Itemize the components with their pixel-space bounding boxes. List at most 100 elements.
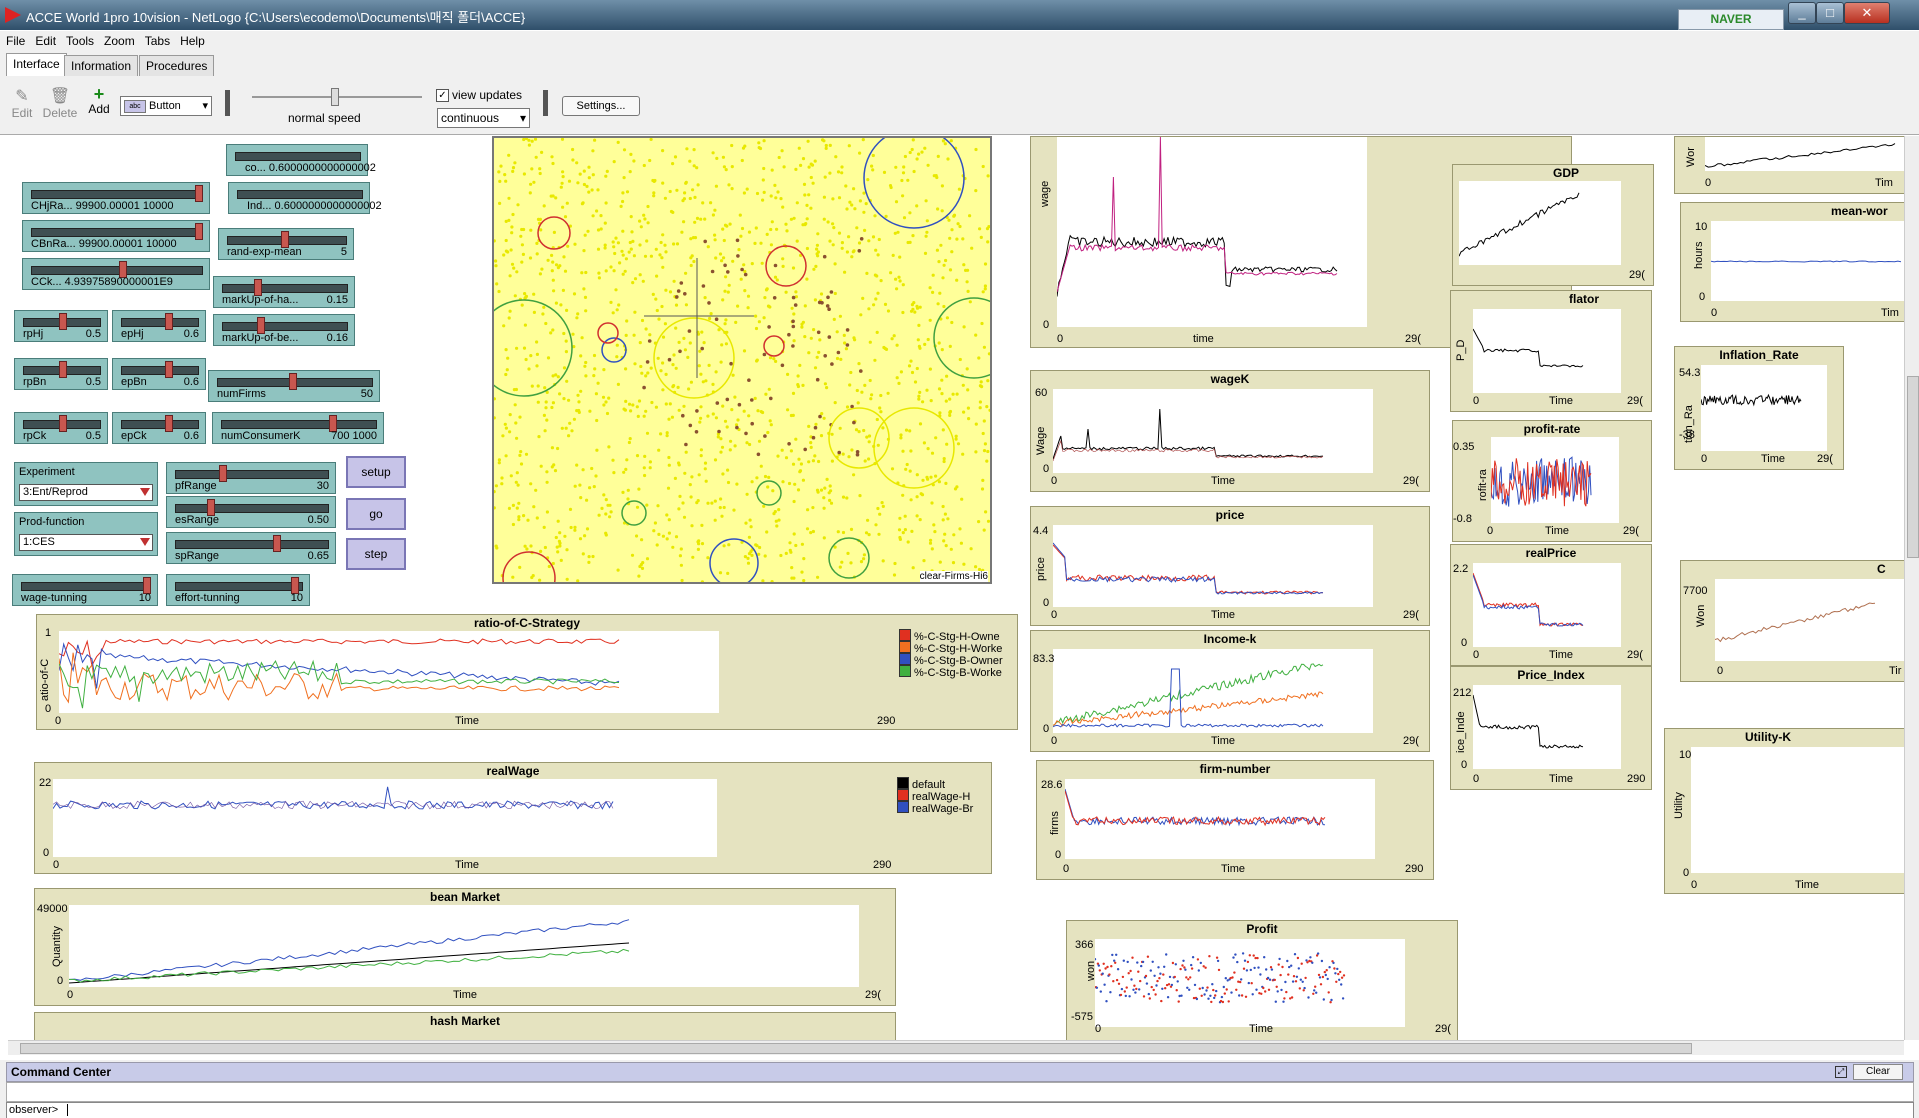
turtle-agent — [836, 330, 839, 333]
scatter-point — [1164, 987, 1166, 989]
menu-help[interactable]: Help — [174, 31, 209, 48]
slider-epck[interactable]: epCk 0.6 — [112, 412, 206, 444]
slider-epbn[interactable]: epBn 0.6 — [112, 358, 206, 390]
turtle-agent — [802, 579, 805, 582]
turtle-agent — [919, 422, 922, 425]
slider-markup-ha[interactable]: markUp-of-ha... 0.15 — [213, 276, 355, 308]
turtle-agent — [627, 489, 630, 492]
turtle-agent — [863, 229, 866, 232]
scatter-point — [1217, 960, 1219, 962]
turtle-agent — [744, 432, 748, 436]
delete-tool[interactable]: 🗑 Delete — [40, 86, 80, 120]
slider-cbnra[interactable]: CBnRa... 99900.00001 10000 — [22, 220, 210, 252]
command-input-row[interactable]: observer> — [6, 1102, 1914, 1118]
slider-rand-exp-mean[interactable]: rand-exp-mean 5 — [218, 228, 354, 260]
menu-zoom[interactable]: Zoom — [98, 31, 139, 48]
minimize-button[interactable]: _ — [1788, 2, 1816, 24]
slider-sprange[interactable]: spRange 0.65 — [166, 532, 336, 564]
step-button[interactable]: step — [346, 538, 406, 570]
turtle-agent — [570, 429, 573, 432]
turtle-agent — [869, 397, 872, 400]
slider-wage-tunning[interactable]: wage-tunning 10 — [12, 574, 158, 606]
menu-tools[interactable]: Tools — [60, 31, 98, 48]
dropdown-arrow-icon — [140, 488, 150, 496]
turtle-agent — [703, 240, 707, 244]
turtle-agent — [720, 515, 723, 518]
slider-effort-tunning[interactable]: effort-tunning 10 — [166, 574, 310, 606]
clear-button[interactable]: Clear — [1853, 1064, 1903, 1080]
edit-tool[interactable]: ✎ Edit — [10, 86, 34, 120]
scatter-point — [1140, 965, 1142, 967]
slider-rpbn[interactable]: rpBn 0.5 — [14, 358, 108, 390]
turtle-agent — [530, 576, 533, 579]
turtle-agent — [988, 352, 990, 355]
vertical-scrollbar[interactable] — [1904, 136, 1919, 1040]
turtle-agent — [801, 384, 804, 387]
turtle-agent — [867, 239, 870, 242]
turtle-agent — [640, 372, 643, 375]
scatter-point — [1276, 986, 1278, 988]
tab-interface[interactable]: Interface — [6, 53, 67, 77]
turtle-agent — [731, 260, 734, 263]
naver-search-box[interactable]: NAVER — [1678, 9, 1784, 30]
slider-markup-be[interactable]: markUp-of-be... 0.16 — [213, 314, 355, 346]
update-mode-select[interactable]: continuous ▾ — [437, 108, 530, 128]
turtle-agent — [942, 505, 945, 508]
command-input[interactable] — [67, 1104, 68, 1116]
slider-esrange[interactable]: esRange 0.50 — [166, 496, 336, 528]
close-button[interactable]: ✕ — [1844, 2, 1890, 24]
turtle-agent — [515, 481, 518, 484]
go-button[interactable]: go — [346, 498, 406, 530]
scatter-point — [1186, 987, 1188, 989]
turtle-agent — [935, 176, 938, 179]
slider-cck[interactable]: CCk... 4.93975890000001E9 — [22, 258, 210, 290]
turtle-agent — [882, 346, 885, 349]
slider-chjra[interactable]: CHjRa... 99900.00001 10000 — [22, 182, 210, 214]
slider-ind[interactable]: Ind... 0.6000000000000002 — [228, 182, 370, 214]
slider-rpck[interactable]: rpCk 0.5 — [14, 412, 108, 444]
turtle-agent — [494, 506, 496, 509]
observer-prompt[interactable]: observer> — [9, 1104, 58, 1116]
scrollbar-thumb[interactable] — [20, 1043, 1692, 1054]
slider-pfrange[interactable]: pfRange 30 — [166, 462, 336, 494]
turtle-agent — [929, 368, 932, 371]
slider-numfirms[interactable]: numFirms 50 — [208, 370, 380, 402]
speed-slider-knob[interactable] — [331, 88, 339, 106]
add-tool[interactable]: + Add — [86, 86, 112, 116]
world-view[interactable]: clear-Firms-Hi6 — [492, 136, 992, 584]
scatter-point — [1169, 976, 1171, 978]
scrollbar-thumb[interactable] — [1907, 376, 1919, 558]
widget-type-select[interactable]: abc Button ▾ — [120, 96, 212, 116]
slider-numconsumerk[interactable]: numConsumerK 700 1000 — [212, 412, 384, 444]
tab-information[interactable]: Information — [64, 55, 138, 76]
turtle-agent — [786, 408, 789, 411]
tab-procedures[interactable]: Procedures — [139, 55, 214, 76]
experiment-chooser[interactable]: Experiment 3:Ent/Reprod — [14, 462, 158, 506]
scatter-point — [1249, 954, 1251, 956]
slider-ephj[interactable]: epHj 0.6 — [112, 310, 206, 342]
menu-file[interactable]: File — [0, 31, 29, 48]
turtle-agent — [614, 237, 617, 240]
horizontal-scrollbar[interactable] — [8, 1040, 1904, 1055]
menu-edit[interactable]: Edit — [29, 31, 60, 48]
setup-button[interactable]: setup — [346, 456, 406, 488]
prod-function-chooser[interactable]: Prod-function 1:CES — [14, 512, 158, 556]
turtle-agent — [739, 235, 742, 238]
settings-button[interactable]: Settings... — [562, 96, 640, 116]
view-updates-checkbox[interactable]: ✓ — [436, 89, 449, 102]
turtle-agent — [611, 459, 614, 462]
scatter-point — [1294, 953, 1296, 955]
menu-tabs[interactable]: Tabs — [139, 31, 174, 48]
turtle-agent — [940, 392, 943, 395]
turtle-agent — [716, 401, 720, 405]
slider-rphj[interactable]: rpHj 0.5 — [14, 310, 108, 342]
turtle-agent — [892, 254, 895, 257]
turtle-agent — [671, 416, 674, 419]
slider-co[interactable]: co... 0.6000000000000002 — [226, 144, 368, 176]
turtle-agent — [939, 561, 942, 564]
scatter-point — [1175, 963, 1177, 965]
maximize-button[interactable]: □ — [1816, 2, 1844, 24]
turtle-agent — [581, 336, 584, 339]
turtle-agent — [872, 303, 875, 306]
expand-icon[interactable]: ⤢ — [1835, 1066, 1847, 1078]
